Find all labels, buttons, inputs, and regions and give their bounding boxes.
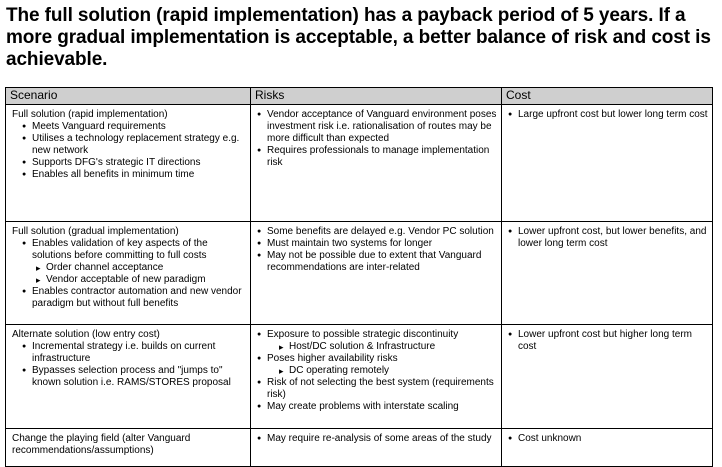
cost-bullets: Cost unknown <box>506 433 708 445</box>
column-header-cost: Cost <box>501 87 713 105</box>
cost-cell: Large upfront cost but lower long term c… <box>501 104 713 222</box>
scenario-cell: Change the playing field (alter Vanguard… <box>5 428 251 467</box>
risks-cell: Vendor acceptance of Vanguard environmen… <box>250 104 502 222</box>
scenario-bullets: Enables validation of key aspects of the… <box>20 238 246 262</box>
list-item: Must maintain two systems for longer <box>255 238 497 250</box>
list-item: Lower upfront cost but higher long term … <box>506 329 708 353</box>
scenario-bullets: Meets Vanguard requirements Utilises a t… <box>20 121 246 181</box>
risks-bullets: Risk of not selecting the best system (r… <box>255 377 497 413</box>
list-item: Meets Vanguard requirements <box>20 121 246 133</box>
risks-cell: Some benefits are delayed e.g. Vendor PC… <box>250 221 502 325</box>
risks-bullets: May require re-analysis of some areas of… <box>255 433 497 445</box>
scenario-sub-bullets: Order channel acceptance Vendor acceptab… <box>32 262 246 286</box>
scenario-cell: Full solution (gradual implementation) E… <box>5 221 251 325</box>
list-item: Cost unknown <box>506 433 708 445</box>
scenario-title: Full solution (gradual implementation) <box>12 226 179 237</box>
table-row: Change the playing field (alter Vanguard… <box>5 428 713 467</box>
table-header-row: Scenario Risks Cost <box>5 87 713 105</box>
risks-sub-bullets: DC operating remotely <box>275 365 497 377</box>
risks-cell: May require re-analysis of some areas of… <box>250 428 502 467</box>
scenario-bullets: Incremental strategy i.e. builds on curr… <box>20 341 246 389</box>
list-item: Utilises a technology replacement strate… <box>20 133 246 157</box>
list-item: Lower upfront cost, but lower benefits, … <box>506 226 708 250</box>
list-item: Requires professionals to manage impleme… <box>255 145 497 169</box>
table-row: Full solution (rapid implementation) Mee… <box>5 104 713 222</box>
risks-cell: Exposure to possible strategic discontin… <box>250 324 502 429</box>
risks-bullets: Poses higher availability risks <box>255 353 497 365</box>
scenario-bullets: Enables contractor automation and new ve… <box>20 286 246 310</box>
risks-bullets: Vendor acceptance of Vanguard environmen… <box>255 109 497 169</box>
list-item: Risk of not selecting the best system (r… <box>255 377 497 401</box>
list-item: Order channel acceptance <box>32 262 246 274</box>
scenario-title: Alternate solution (low entry cost) <box>12 329 160 340</box>
cost-bullets: Lower upfront cost but higher long term … <box>506 329 708 353</box>
list-item: Enables contractor automation and new ve… <box>20 286 246 310</box>
list-item: Supports DFG's strategic IT directions <box>20 157 246 169</box>
list-item: Vendor acceptance of Vanguard environmen… <box>255 109 497 145</box>
column-header-risks: Risks <box>250 87 502 105</box>
list-item: Vendor acceptable of new paradigm <box>32 274 246 286</box>
list-item: May require re-analysis of some areas of… <box>255 433 497 445</box>
scenario-cell: Alternate solution (low entry cost) Incr… <box>5 324 251 429</box>
list-item: Incremental strategy i.e. builds on curr… <box>20 341 246 365</box>
list-item: Bypasses selection process and "jumps to… <box>20 365 246 389</box>
list-item: Enables all benefits in minimum time <box>20 169 246 181</box>
risks-bullets: Exposure to possible strategic discontin… <box>255 329 497 341</box>
column-header-scenario: Scenario <box>5 87 251 105</box>
list-item: Poses higher availability risks <box>255 353 497 365</box>
cost-cell: Cost unknown <box>501 428 713 467</box>
list-item: May create problems with interstate scal… <box>255 401 497 413</box>
list-item: Host/DC solution & Infrastructure <box>275 341 497 353</box>
cost-bullets: Lower upfront cost, but lower benefits, … <box>506 226 708 250</box>
table-row: Alternate solution (low entry cost) Incr… <box>5 324 713 429</box>
list-item: Enables validation of key aspects of the… <box>20 238 246 262</box>
risks-sub-bullets: Host/DC solution & Infrastructure <box>275 341 497 353</box>
list-item: Large upfront cost but lower long term c… <box>506 109 708 121</box>
cost-cell: Lower upfront cost, but lower benefits, … <box>501 221 713 325</box>
scenario-title: Full solution (rapid implementation) <box>12 109 168 120</box>
cost-cell: Lower upfront cost but higher long term … <box>501 324 713 429</box>
scenario-table: Scenario Risks Cost Full solution (rapid… <box>5 87 713 467</box>
list-item: Exposure to possible strategic discontin… <box>255 329 497 341</box>
scenario-cell: Full solution (rapid implementation) Mee… <box>5 104 251 222</box>
risks-bullets: Some benefits are delayed e.g. Vendor PC… <box>255 226 497 274</box>
cost-bullets: Large upfront cost but lower long term c… <box>506 109 708 121</box>
list-item: Some benefits are delayed e.g. Vendor PC… <box>255 226 497 238</box>
list-item: May not be possible due to extent that V… <box>255 250 497 274</box>
list-item: DC operating remotely <box>275 365 497 377</box>
table-row: Full solution (gradual implementation) E… <box>5 221 713 325</box>
scenario-title: Change the playing field (alter Vanguard… <box>12 433 191 456</box>
page-headline: The full solution (rapid implementation)… <box>6 5 711 70</box>
